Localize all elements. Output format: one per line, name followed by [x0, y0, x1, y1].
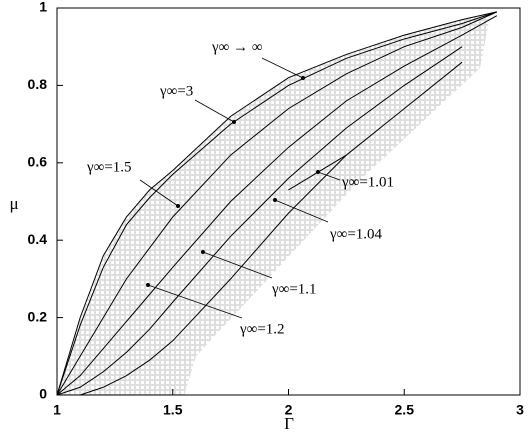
annotation-label: γ∞=1.01 [341, 174, 394, 190]
annotation-arrow [202, 251, 273, 279]
curve [56, 15, 498, 396]
annotation-label: γ∞=1.2 [239, 321, 285, 337]
annotation-label: γ∞=1.1 [271, 281, 317, 297]
y-tick-label: 0.4 [28, 231, 48, 247]
x-tick-label: 3 [516, 402, 524, 418]
annotation-arrow [274, 199, 329, 223]
x-axis-label: Γ [284, 414, 294, 433]
curve [56, 46, 463, 396]
annotation-arrow [317, 171, 341, 181]
y-tick-label: 0.2 [28, 308, 48, 324]
annotation-label: γ∞=1.5 [86, 159, 132, 175]
annotation-label: γ∞ → ∞ [211, 39, 263, 55]
annotation-label: γ∞=1.04 [329, 226, 383, 242]
annotation-arrow [261, 57, 304, 79]
curve [56, 11, 498, 396]
annotation-arrow [139, 179, 179, 207]
curve [56, 11, 497, 396]
y-tick-label: 0 [39, 386, 47, 402]
shaded-region [57, 11, 497, 396]
y-tick-label: 1 [39, 0, 47, 15]
y-tick-label: 0.8 [28, 76, 48, 92]
x-tick-label: 1 [53, 402, 61, 418]
curve [79, 61, 463, 396]
annotation-arrow [147, 284, 243, 319]
curve [56, 11, 498, 396]
y-axis-label: μ [9, 194, 18, 213]
x-tick-label: 2.5 [395, 402, 415, 418]
annotation-arrow [194, 99, 235, 123]
y-tick-label: 0.6 [28, 154, 48, 170]
x-tick-label: 1.5 [163, 402, 183, 418]
x-tick-label: 2 [285, 402, 293, 418]
annotation-label: γ∞=3 [159, 83, 193, 99]
